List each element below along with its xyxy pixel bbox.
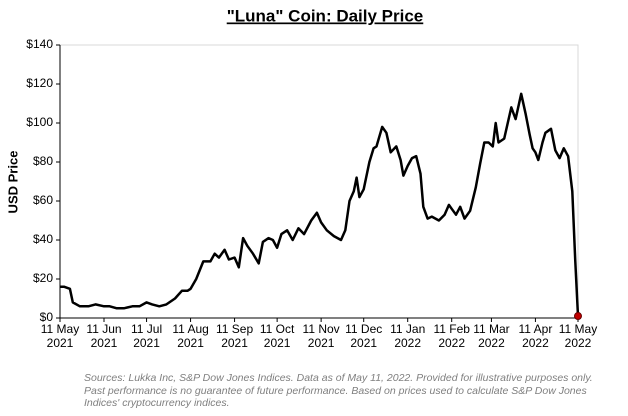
x-tick-label: 11 May 2022 bbox=[558, 322, 598, 350]
chart-title: "Luna" Coin: Daily Price bbox=[227, 6, 424, 25]
plot-frame bbox=[59, 44, 579, 319]
y-tick-label: $20 bbox=[33, 271, 53, 285]
x-tick-label: 11 Oct 2021 bbox=[259, 322, 295, 350]
x-tick-label: 11 Nov 2021 bbox=[302, 322, 340, 350]
y-tick-label: $80 bbox=[33, 154, 53, 168]
y-tick-label: $100 bbox=[26, 115, 53, 129]
x-tick-label: 11 Feb 2022 bbox=[433, 322, 470, 350]
x-tick-label: 11 Dec 2021 bbox=[345, 322, 383, 350]
x-tick-label: 11 Jun 2021 bbox=[86, 322, 122, 350]
y-tick-label: $0 bbox=[40, 310, 54, 324]
price-line bbox=[60, 92, 580, 317]
y-tick-label: $60 bbox=[33, 193, 53, 207]
y-tick-label: $140 bbox=[26, 37, 53, 51]
source-note: Sources: Lukka Inc, S&P Dow Jones Indice… bbox=[84, 372, 593, 409]
x-tick-label: 11 Mar 2022 bbox=[473, 322, 510, 350]
x-tick-label: 11 Jul 2021 bbox=[130, 322, 163, 350]
x-tick-label: 11 Jan 2022 bbox=[390, 322, 426, 350]
last-point bbox=[574, 312, 582, 321]
y-axis-label: USD Price bbox=[5, 151, 20, 214]
x-tick-label: 11 May 2021 bbox=[40, 322, 80, 350]
x-tick-label: 11 Sep 2021 bbox=[215, 322, 254, 350]
y-tick-label: $40 bbox=[33, 232, 53, 246]
x-tick-label: 11 Apr 2022 bbox=[518, 322, 553, 350]
y-tick-label: $120 bbox=[26, 76, 53, 90]
x-tick-label: 11 Aug 2021 bbox=[172, 322, 209, 350]
